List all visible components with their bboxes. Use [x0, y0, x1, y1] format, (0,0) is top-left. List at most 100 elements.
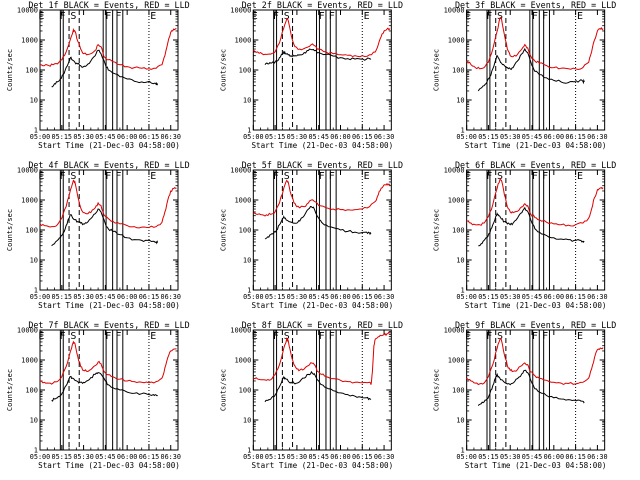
region-label: S: [284, 331, 290, 342]
x-tick-label: 06:00: [330, 293, 350, 301]
x-tick-label: 06:15: [565, 293, 585, 301]
x-tick-label: 05:00: [30, 453, 50, 461]
series-line-events: [478, 206, 585, 247]
y-tick-label: 10: [30, 97, 38, 105]
region-label: E: [150, 11, 156, 22]
y-tick-label: 10: [30, 257, 38, 265]
x-tick-label: 05:45: [522, 293, 542, 301]
series-line-events: [51, 372, 158, 402]
region-label: E: [577, 171, 583, 182]
series-line-lld: [39, 340, 177, 385]
x-tick-label: 06:15: [139, 293, 159, 301]
x-tick-label: 05:15: [52, 453, 72, 461]
region-label: E: [38, 11, 44, 22]
y-tick-label: 1000: [448, 197, 465, 205]
x-tick-label: 06:00: [544, 133, 564, 141]
series-line-events: [51, 208, 159, 247]
x-axis-label: Start Time (21-Dec-03 04:58:00): [38, 461, 180, 470]
x-tick-label: 06:00: [544, 453, 564, 461]
region-label: F: [542, 11, 548, 22]
y-tick-label: 1: [247, 447, 251, 455]
y-tick-label: 10000: [17, 7, 38, 15]
x-tick-label: 06:30: [374, 293, 394, 301]
detector-panel-7: Det 7f BLACK = Events, RED = LLD 1 10 100 10…: [6, 320, 190, 470]
series-line-events: [51, 49, 159, 88]
x-tick-label: 05:00: [243, 133, 263, 141]
y-tick-label: 10000: [230, 327, 251, 335]
region-label: E: [577, 11, 583, 22]
x-tick-label: 06:30: [161, 293, 181, 301]
y-axis-label: Counts/sec: [219, 49, 227, 91]
detector-panel-6: Det 6f BLACK = Events, RED = LLD 1 10 100 10…: [433, 160, 617, 310]
x-tick-label: 05:45: [308, 453, 328, 461]
region-label: F: [532, 11, 538, 22]
detector-panel-4: Det 4f BLACK = Events, RED = LLD 1 10 100 10…: [6, 160, 190, 310]
x-tick-label: 05:45: [308, 133, 328, 141]
y-tick-label: 10: [30, 417, 38, 425]
y-tick-label: 1000: [234, 197, 251, 205]
y-tick-label: 10: [243, 257, 251, 265]
x-tick-label: 06:00: [117, 453, 137, 461]
x-tick-label: 05:00: [243, 293, 263, 301]
region-label: E: [150, 331, 156, 342]
y-tick-label: 10: [243, 97, 251, 105]
x-tick-label: 05:30: [287, 133, 307, 141]
series-line-lld: [253, 331, 391, 385]
x-tick-label: 05:30: [500, 133, 520, 141]
y-tick-label: 100: [25, 227, 38, 235]
y-tick-label: 1: [34, 447, 38, 455]
y-tick-label: 10: [456, 97, 464, 105]
x-tick-label: 05:00: [30, 293, 50, 301]
y-tick-label: 1: [247, 287, 251, 295]
y-tick-label: 1: [247, 127, 251, 135]
x-tick-label: 05:00: [30, 133, 50, 141]
x-tick-label: 05:30: [73, 133, 93, 141]
x-tick-label: 05:30: [500, 293, 520, 301]
region-label: F: [319, 331, 325, 342]
region-label: F: [273, 171, 279, 182]
x-tick-label: 05:00: [456, 453, 476, 461]
x-tick-label: 05:15: [478, 293, 498, 301]
x-tick-label: 05:15: [52, 293, 72, 301]
panel-title: Det 6f BLACK = Events, RED = LLD: [455, 160, 616, 170]
region-label: F: [60, 171, 66, 182]
y-axis-label: Counts/sec: [433, 369, 441, 411]
series-line-events: [477, 47, 585, 92]
y-tick-label: 1000: [448, 357, 465, 365]
series-line-lld: [466, 17, 604, 71]
series-line-events: [264, 370, 372, 403]
x-tick-label: 05:15: [52, 133, 72, 141]
region-label: E: [252, 11, 258, 22]
region-label: E: [38, 331, 44, 342]
y-tick-label: 10000: [444, 167, 465, 175]
x-tick-label: 05:00: [456, 133, 476, 141]
region-label: E: [465, 11, 471, 22]
region-label: E: [252, 331, 258, 342]
y-tick-label: 100: [452, 227, 465, 235]
y-axis-label: Counts/sec: [6, 49, 14, 91]
panel-title: Det 4f BLACK = Events, RED = LLD: [28, 160, 189, 170]
x-tick-label: 05:45: [522, 453, 542, 461]
x-tick-label: 06:15: [352, 453, 372, 461]
x-tick-label: 05:30: [500, 453, 520, 461]
series-line-events: [264, 48, 372, 65]
series-line-lld: [466, 337, 604, 386]
y-tick-label: 1: [460, 127, 464, 135]
x-tick-label: 06:30: [587, 293, 607, 301]
y-tick-label: 100: [25, 67, 38, 75]
region-label: E: [38, 171, 44, 182]
region-label: S: [70, 11, 76, 22]
region-label: E: [150, 171, 156, 182]
x-tick-label: 06:00: [117, 293, 137, 301]
y-tick-label: 10000: [230, 7, 251, 15]
region-label: S: [497, 331, 503, 342]
detector-panel-2: Det 2f BLACK = Events, RED = LLD 1 10 100 10…: [219, 0, 403, 150]
y-tick-label: 1000: [448, 37, 465, 45]
region-label: F: [486, 11, 492, 22]
y-tick-label: 10: [456, 257, 464, 265]
region-label: S: [284, 171, 290, 182]
panel-title: Det 3f BLACK = Events, RED = LLD: [455, 0, 616, 10]
x-tick-label: 06:15: [565, 133, 585, 141]
y-tick-label: 10: [243, 417, 251, 425]
y-tick-label: 10000: [444, 327, 465, 335]
